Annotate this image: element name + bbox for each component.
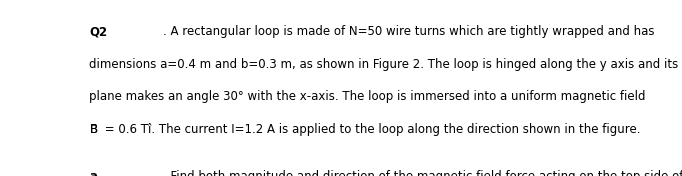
Text: . Find both magnitude and direction of the magnetic field force acting on the to: . Find both magnitude and direction of t… xyxy=(164,170,682,176)
Text: B⃗: B⃗ xyxy=(89,123,98,136)
Text: ,: , xyxy=(118,170,122,176)
Text: B: B xyxy=(89,123,98,136)
Text: a: a xyxy=(89,170,98,176)
Text: plane makes an angle 30° with the x-axis. The loop is immersed into a uniform ma: plane makes an angle 30° with the x-axis… xyxy=(89,90,646,103)
Text: = 0.6 Tî. The current I=1.2 A is applied to the loop along the direction shown i: = 0.6 Tî. The current I=1.2 A is applied… xyxy=(100,123,640,136)
Text: . A rectangular loop is made of N=50 wire turns which are tightly wrapped and ha: . A rectangular loop is made of N=50 wir… xyxy=(164,25,655,38)
Text: Q2: Q2 xyxy=(89,25,108,38)
Text: dimensions a=0.4 m and b=0.3 m, as shown in Figure 2. The loop is hinged along t: dimensions a=0.4 m and b=0.3 m, as shown… xyxy=(89,58,679,71)
